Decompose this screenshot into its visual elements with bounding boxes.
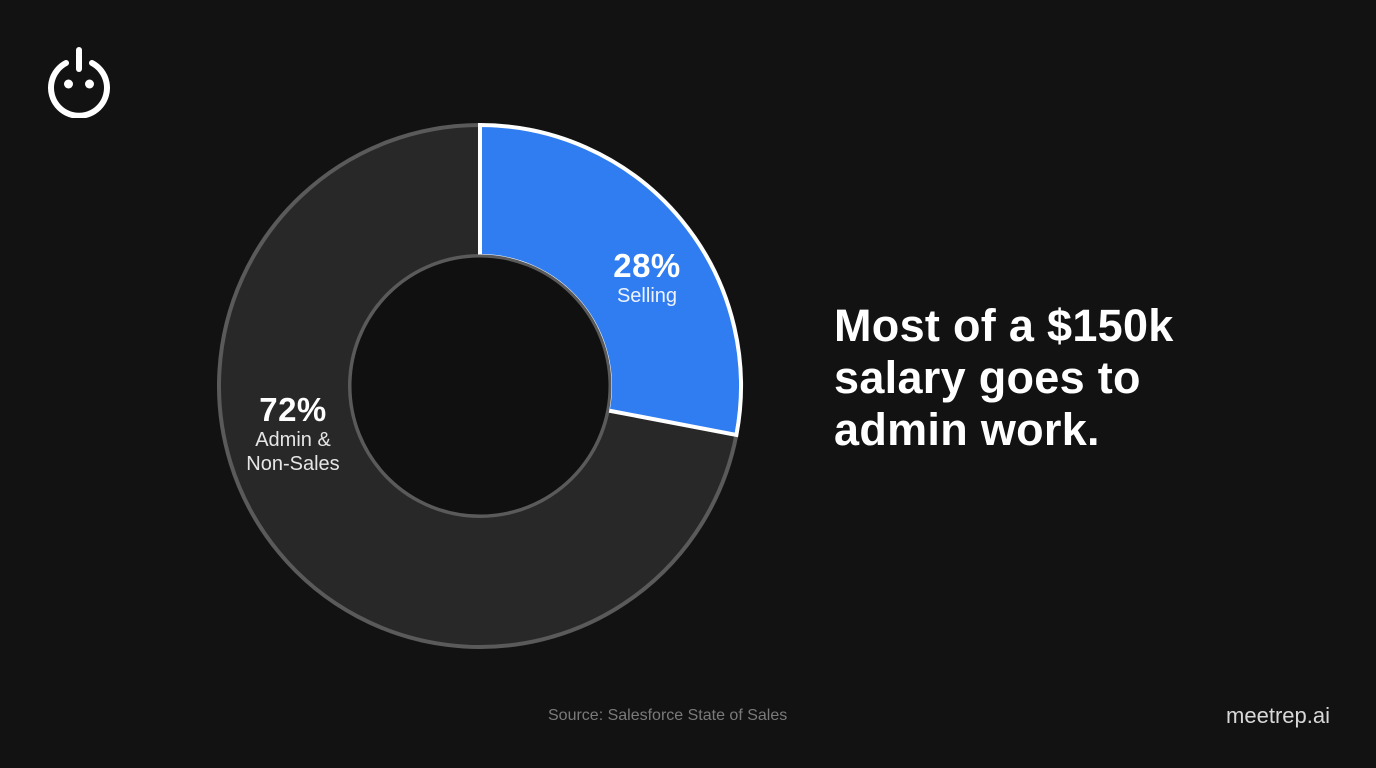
admin-percent: 72% bbox=[259, 391, 327, 428]
headline: Most of a $150k salary goes to admin wor… bbox=[834, 300, 1314, 456]
power-face-icon bbox=[48, 47, 110, 119]
source-note: Source: Salesforce State of Sales bbox=[548, 707, 788, 724]
brand-link[interactable]: meetrep.ai bbox=[1226, 703, 1330, 728]
selling-label: 28% Selling bbox=[585, 248, 709, 308]
logo bbox=[44, 44, 114, 119]
admin-name-line-2: Non-Sales bbox=[246, 453, 340, 475]
selling-name: Selling bbox=[616, 285, 678, 307]
admin-label: 72% Admin & Non-Sales bbox=[228, 392, 358, 476]
admin-name-line-1: Admin & bbox=[255, 429, 331, 451]
headline-line-2: salary goes to bbox=[834, 352, 1141, 403]
headline-line-1: Most of a $150k bbox=[834, 300, 1174, 351]
headline-line-3: admin work. bbox=[834, 404, 1100, 455]
selling-percent: 28% bbox=[613, 247, 681, 284]
donut-hole bbox=[348, 254, 612, 518]
